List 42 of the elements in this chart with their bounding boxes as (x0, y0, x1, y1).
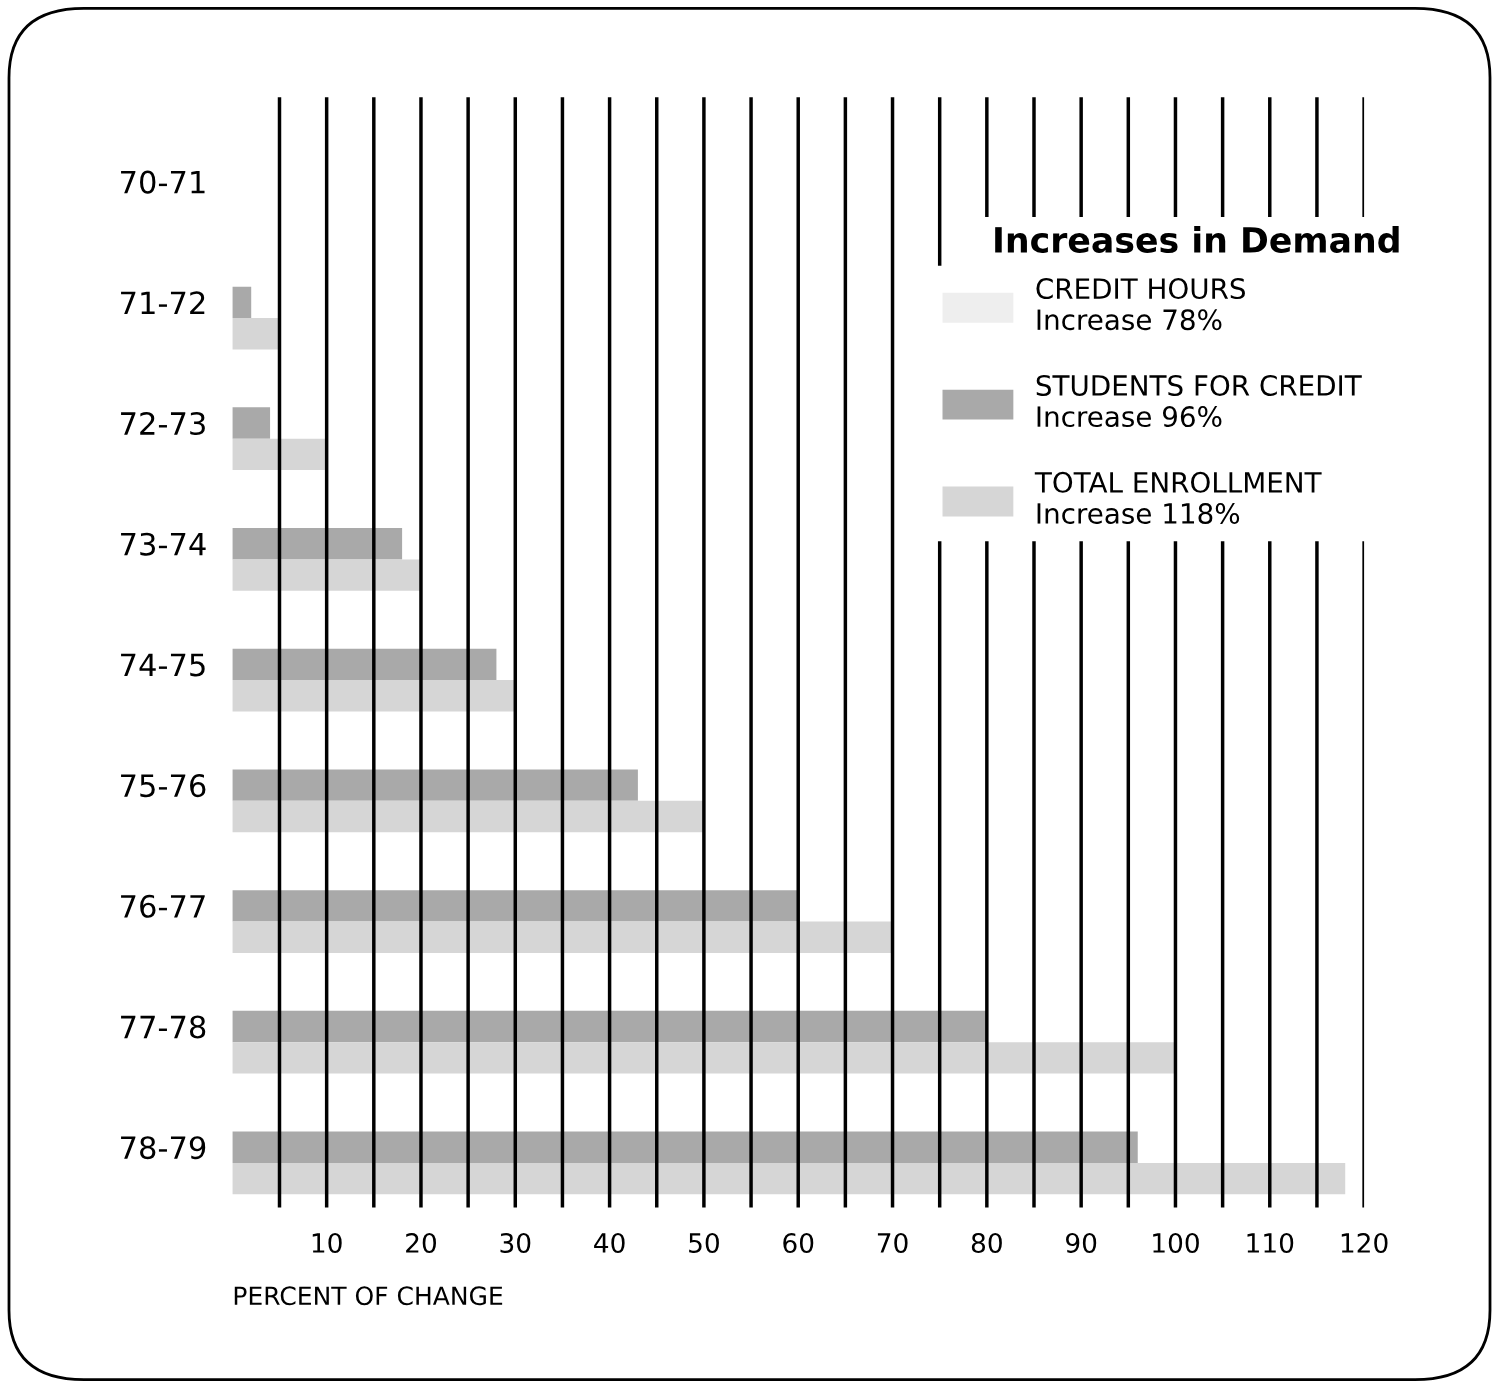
x-tick-label: 60 (783, 1233, 814, 1253)
bar (232, 769, 638, 801)
legend-label: STUDENTS FOR CREDIT Increase 96% (1036, 374, 1362, 428)
x-tick-label: 50 (689, 1233, 719, 1253)
bar (232, 680, 516, 712)
bar (232, 286, 252, 319)
bar (232, 890, 799, 922)
x-tick-label: 20 (406, 1233, 437, 1253)
bar (232, 1042, 1176, 1074)
x-tick-label: 80 (971, 1233, 1002, 1253)
y-tick-label: 78-79 (121, 1136, 206, 1160)
bar (232, 438, 327, 471)
x-tick-label: 70 (877, 1233, 908, 1253)
bar (232, 559, 421, 591)
bar (232, 648, 497, 681)
bar (232, 1131, 1138, 1163)
x-tick-label: 90 (1066, 1233, 1097, 1253)
x-tick-label: 100 (1153, 1233, 1199, 1253)
y-tick-label: 75-76 (121, 774, 206, 798)
y-tick-label: 71-72 (121, 291, 205, 314)
bar (232, 528, 403, 560)
y-tick-label: 72-73 (121, 411, 205, 436)
y-tick-label: 73-74 (121, 532, 206, 556)
bar (232, 318, 280, 350)
y-tick-label: 74-75 (121, 653, 205, 677)
legend-label: TOTAL ENROLLMENT Increase 118% (1034, 471, 1322, 524)
y-tick-label: 77-78 (121, 1015, 206, 1039)
x-tick-label: 120 (1341, 1233, 1388, 1253)
text: Increases in Demand (995, 226, 1399, 253)
x-tick-label: 30 (500, 1233, 531, 1253)
bar (232, 407, 271, 439)
x-tick-label: 110 (1247, 1233, 1294, 1253)
bar (232, 1010, 987, 1043)
y-tick-label: 76-77 (121, 894, 205, 918)
x-tick-label: 10 (312, 1233, 342, 1253)
bar (232, 1162, 1346, 1195)
legend-label: CREDIT HOURS Increase 78% (1036, 278, 1245, 331)
bar (232, 800, 704, 833)
x-tick-label: 40 (594, 1233, 625, 1253)
x-axis-title: PERCENT OF CHANGE (234, 1286, 503, 1306)
y-tick-label: 70-71 (121, 170, 205, 194)
bar (232, 921, 893, 953)
